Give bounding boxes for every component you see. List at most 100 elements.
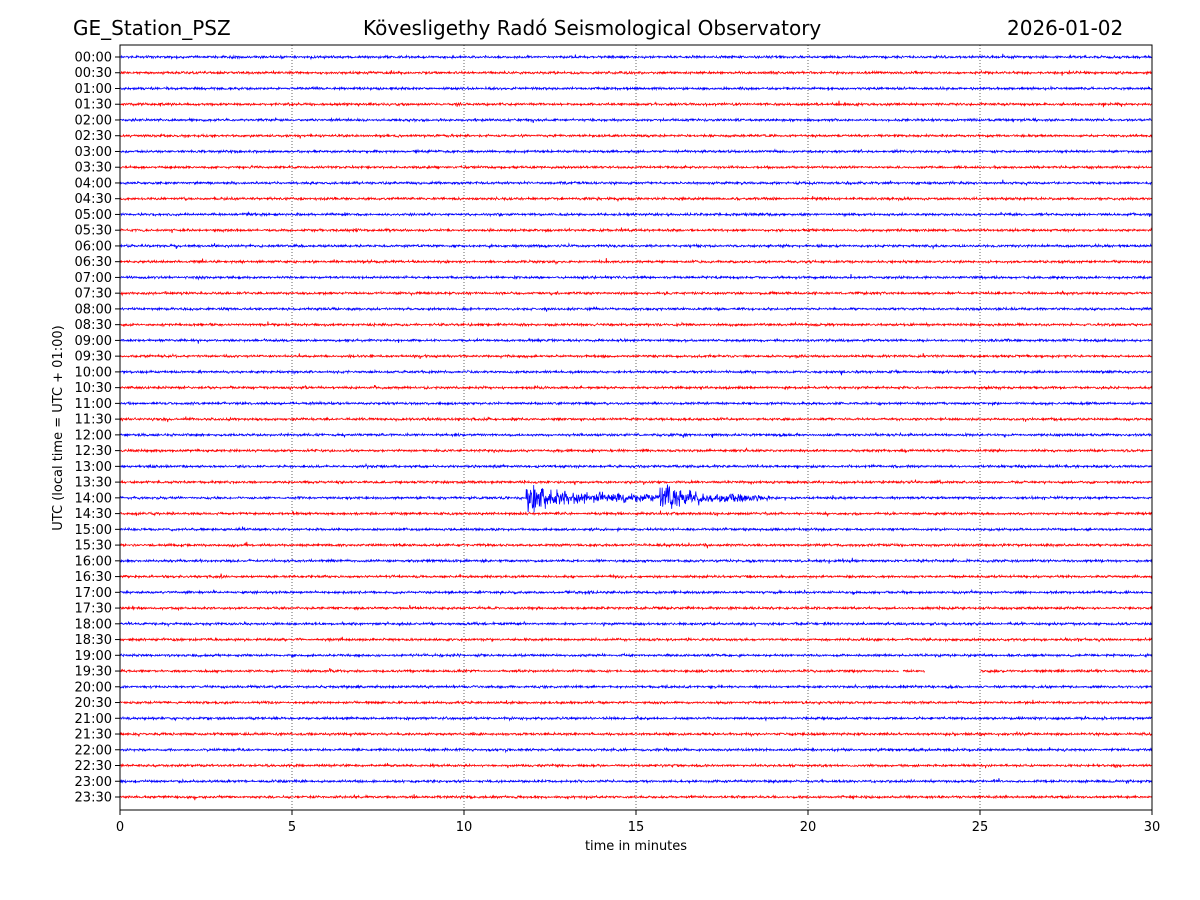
trace-0000 bbox=[119, 53, 1153, 61]
trace-0930 bbox=[119, 352, 1153, 360]
y-tick-label: 02:30 bbox=[75, 129, 112, 144]
trace-0430 bbox=[119, 195, 1153, 202]
trace-1100 bbox=[119, 400, 1153, 407]
y-tick-label: 14:00 bbox=[75, 491, 112, 506]
station-label: GE_Station_PSZ bbox=[73, 16, 231, 40]
trace-1900 bbox=[119, 652, 1153, 659]
y-tick-label: 20:30 bbox=[75, 696, 112, 711]
trace-1400 bbox=[119, 484, 1153, 513]
trace-1500 bbox=[119, 526, 1153, 533]
y-tick-label: 11:00 bbox=[75, 397, 112, 412]
chart-title: Kövesligethy Radó Seismological Observat… bbox=[363, 16, 822, 40]
x-axis-label: time in minutes bbox=[585, 839, 687, 854]
trace-1630 bbox=[119, 573, 1153, 580]
trace-2100 bbox=[119, 715, 1153, 722]
trace-0530 bbox=[119, 227, 1153, 234]
y-tick-label: 09:30 bbox=[75, 350, 112, 365]
y-tick-label: 02:00 bbox=[75, 113, 112, 128]
y-tick-label: 09:00 bbox=[75, 334, 112, 349]
y-tick-label: 04:30 bbox=[75, 192, 112, 207]
y-axis-label: UTC (local time = UTC + 01:00) bbox=[51, 325, 66, 530]
trace-0900 bbox=[119, 337, 1153, 344]
trace-2000 bbox=[119, 683, 1153, 690]
trace-1530 bbox=[119, 541, 1153, 549]
trace-1930 bbox=[902, 668, 925, 674]
trace-1430 bbox=[119, 510, 1152, 518]
y-tick-label: 22:00 bbox=[75, 743, 112, 758]
trace-2200 bbox=[119, 746, 1153, 754]
trace-0130 bbox=[119, 100, 1153, 108]
trace-0830 bbox=[119, 321, 1153, 328]
y-tick-label: 08:00 bbox=[75, 302, 112, 317]
trace-1300 bbox=[119, 462, 1152, 470]
y-tick-label: 16:30 bbox=[75, 570, 112, 585]
y-tick-label: 06:30 bbox=[75, 255, 112, 270]
trace-1700 bbox=[119, 588, 1153, 596]
y-tick-label: 00:30 bbox=[75, 66, 112, 81]
y-tick-label: 21:00 bbox=[75, 712, 112, 727]
trace-0100 bbox=[119, 85, 1152, 92]
y-tick-label: 01:30 bbox=[75, 98, 112, 113]
y-tick-label: 11:30 bbox=[75, 413, 112, 428]
y-tick-label: 07:00 bbox=[75, 271, 112, 286]
y-tick-label: 04:00 bbox=[75, 176, 112, 191]
trace-1200 bbox=[119, 431, 1153, 438]
y-tick-label: 17:00 bbox=[75, 586, 112, 601]
trace-1130 bbox=[119, 416, 1153, 423]
y-tick-label: 05:00 bbox=[75, 208, 112, 223]
y-tick-label: 18:00 bbox=[75, 617, 112, 632]
trace-1800 bbox=[120, 620, 1153, 628]
trace-2230 bbox=[119, 762, 1153, 769]
trace-2030 bbox=[119, 699, 1153, 706]
y-tick-label: 16:00 bbox=[75, 554, 112, 569]
y-tick-label: 01:00 bbox=[75, 82, 112, 97]
x-tick-label: 0 bbox=[116, 820, 124, 835]
y-tick-label: 19:00 bbox=[75, 649, 112, 664]
trace-0400 bbox=[119, 179, 1153, 187]
trace-0230 bbox=[119, 132, 1153, 139]
trace-0200 bbox=[119, 116, 1153, 123]
y-tick-label: 12:30 bbox=[75, 444, 112, 459]
y-tick-label: 20:00 bbox=[75, 680, 112, 695]
y-tick-label: 15:00 bbox=[75, 523, 112, 538]
y-tick-label: 10:30 bbox=[75, 381, 112, 396]
y-tick-label: 23:30 bbox=[75, 791, 112, 806]
trace-0300 bbox=[119, 148, 1152, 155]
trace-0800 bbox=[119, 306, 1153, 312]
y-tick-label: 22:30 bbox=[75, 759, 112, 774]
y-tick-label: 05:30 bbox=[75, 224, 112, 239]
trace-2130 bbox=[119, 731, 1153, 738]
y-tick-label: 03:00 bbox=[75, 145, 112, 160]
y-tick-label: 08:30 bbox=[75, 318, 112, 333]
y-tick-label: 21:30 bbox=[75, 728, 112, 743]
x-tick-label: 5 bbox=[288, 820, 296, 835]
trace-1930 bbox=[119, 668, 899, 674]
y-tick-label: 17:30 bbox=[75, 602, 112, 617]
trace-1600 bbox=[119, 557, 1153, 564]
y-tick-label: 18:30 bbox=[75, 633, 112, 648]
x-tick-label: 20 bbox=[800, 820, 817, 835]
trace-0030 bbox=[119, 69, 1153, 76]
trace-0730 bbox=[119, 290, 1153, 297]
trace-1230 bbox=[119, 447, 1153, 454]
y-tick-label: 19:30 bbox=[75, 665, 112, 680]
y-tick-label: 13:00 bbox=[75, 460, 112, 475]
date-label: 2026-01-02 bbox=[1007, 16, 1124, 40]
y-tick-label: 14:30 bbox=[75, 507, 112, 522]
y-tick-label: 03:30 bbox=[75, 161, 112, 176]
trace-2300 bbox=[119, 778, 1153, 785]
y-tick-label: 10:00 bbox=[75, 365, 112, 380]
trace-1730 bbox=[119, 604, 1153, 611]
y-tick-label: 07:30 bbox=[75, 287, 112, 302]
trace-0500 bbox=[119, 210, 1153, 218]
x-tick-label: 30 bbox=[1144, 820, 1161, 835]
trace-0330 bbox=[119, 164, 1153, 171]
y-tick-label: 23:00 bbox=[75, 775, 112, 790]
trace-1000 bbox=[119, 368, 1153, 376]
x-tick-label: 15 bbox=[628, 820, 645, 835]
trace-1930 bbox=[980, 668, 1153, 674]
trace-0600 bbox=[119, 242, 1153, 250]
y-tick-label: 12:00 bbox=[75, 428, 112, 443]
x-tick-label: 10 bbox=[456, 820, 473, 835]
